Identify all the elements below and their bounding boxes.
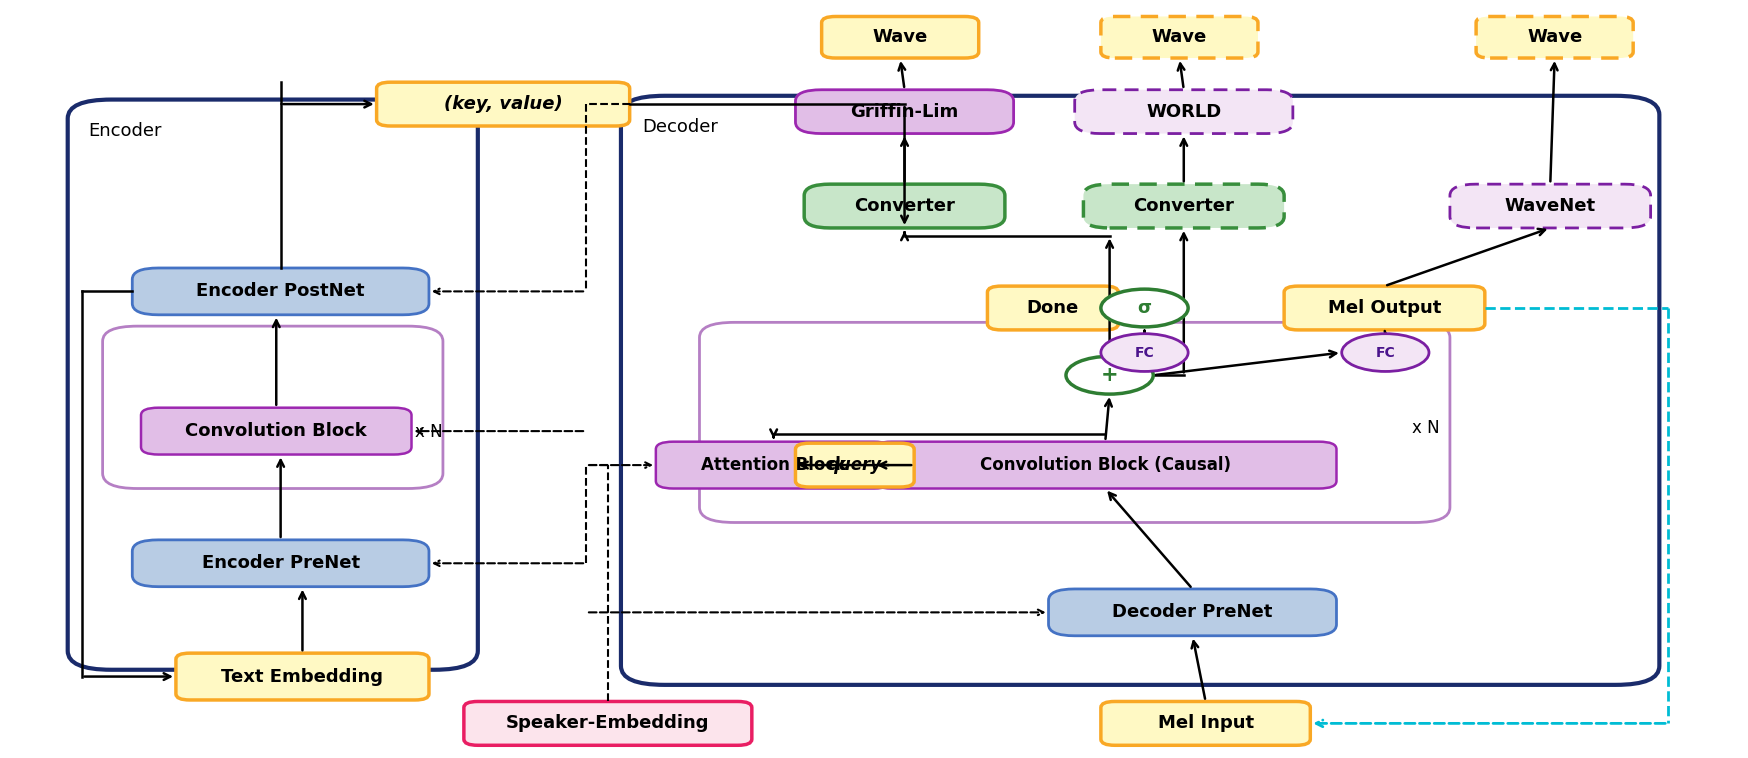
Text: Text Embedding: Text Embedding [222, 668, 383, 685]
FancyBboxPatch shape [133, 268, 428, 315]
Text: x N: x N [1412, 419, 1439, 437]
FancyBboxPatch shape [1285, 286, 1484, 330]
Text: x N: x N [414, 423, 442, 441]
FancyBboxPatch shape [1475, 17, 1633, 58]
Text: Convolution Block: Convolution Block [185, 422, 367, 440]
Text: Convolution Block (Causal): Convolution Block (Causal) [979, 456, 1231, 474]
Text: Decoder PreNet: Decoder PreNet [1112, 603, 1273, 622]
Text: FC: FC [1376, 346, 1395, 359]
FancyBboxPatch shape [463, 701, 752, 745]
Text: Mel Input: Mel Input [1157, 714, 1253, 732]
FancyBboxPatch shape [133, 540, 428, 587]
Circle shape [1342, 334, 1428, 371]
FancyBboxPatch shape [1101, 701, 1311, 745]
Text: Griffin-Lim: Griffin-Lim [851, 102, 958, 121]
FancyBboxPatch shape [376, 82, 629, 126]
Text: +: + [1101, 365, 1119, 385]
Text: Wave: Wave [1152, 28, 1208, 46]
Text: Converter: Converter [1133, 197, 1234, 215]
Text: Encoder PostNet: Encoder PostNet [196, 283, 365, 300]
FancyBboxPatch shape [1084, 184, 1285, 228]
Text: Encoder PreNet: Encoder PreNet [201, 554, 360, 572]
FancyBboxPatch shape [1101, 17, 1259, 58]
FancyBboxPatch shape [988, 286, 1119, 330]
Circle shape [1066, 356, 1154, 394]
FancyBboxPatch shape [804, 184, 1005, 228]
FancyBboxPatch shape [656, 442, 891, 488]
Text: WORLD: WORLD [1147, 102, 1222, 121]
Text: Encoder: Encoder [89, 122, 163, 140]
Text: Done: Done [1026, 299, 1079, 317]
Text: FC: FC [1134, 346, 1154, 359]
Text: Attention Block: Attention Block [701, 456, 846, 474]
FancyBboxPatch shape [1049, 589, 1337, 636]
Text: query: query [829, 456, 881, 474]
FancyBboxPatch shape [822, 17, 979, 58]
FancyBboxPatch shape [795, 89, 1014, 133]
Text: Wave: Wave [1528, 28, 1582, 46]
FancyBboxPatch shape [874, 442, 1337, 488]
Text: Wave: Wave [872, 28, 928, 46]
Text: Speaker-Embedding: Speaker-Embedding [507, 714, 710, 732]
FancyBboxPatch shape [795, 443, 914, 487]
FancyBboxPatch shape [1075, 89, 1294, 133]
Text: σ: σ [1138, 299, 1152, 317]
Text: Decoder: Decoder [642, 118, 718, 136]
Circle shape [1101, 334, 1189, 371]
Text: Converter: Converter [855, 197, 954, 215]
FancyBboxPatch shape [142, 408, 411, 455]
FancyBboxPatch shape [1449, 184, 1650, 228]
Text: WaveNet: WaveNet [1505, 197, 1596, 215]
Text: Mel Output: Mel Output [1328, 299, 1440, 317]
Text: (key, value): (key, value) [444, 95, 563, 113]
Circle shape [1101, 289, 1189, 327]
FancyBboxPatch shape [177, 653, 428, 700]
